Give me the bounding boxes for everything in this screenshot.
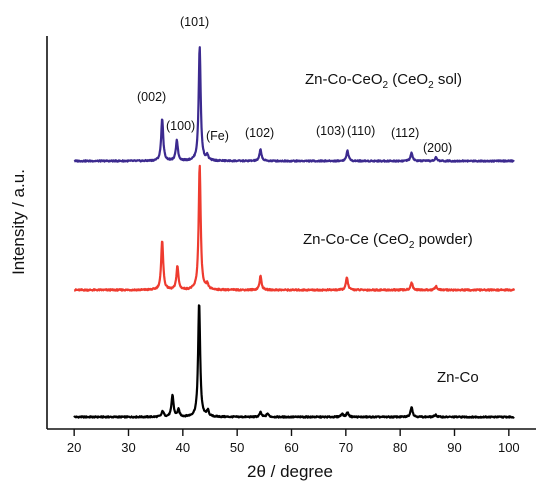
peak-label-103: (103) bbox=[316, 124, 345, 138]
x-tick-label: 80 bbox=[393, 440, 407, 455]
x-tick-label: 100 bbox=[498, 440, 520, 455]
peak-label-110: (110) bbox=[347, 124, 375, 138]
x-axis-label: 2θ / degree bbox=[247, 462, 333, 481]
traces bbox=[73, 46, 516, 419]
peak-label-002: (002) bbox=[137, 90, 166, 104]
series-line-1 bbox=[73, 164, 516, 292]
y-axis-label: Intensity / a.u. bbox=[9, 169, 28, 275]
series-label-zn-co-ceo2-sol: Zn-Co-CeO2 (CeO2 sol) bbox=[305, 71, 462, 91]
series-label-zn-co-ce-powder: Zn-Co-Ce (CeO2 powder) bbox=[303, 231, 473, 251]
peak-label-102: (102) bbox=[245, 126, 274, 140]
peak-label-100: (100) bbox=[166, 119, 195, 133]
peak-label-200: (200) bbox=[423, 141, 452, 155]
peak-label-101: (101) bbox=[180, 15, 209, 29]
x-tick-labels: 20 30 40 50 60 70 80 90 100 bbox=[67, 440, 520, 455]
x-tick-label: 70 bbox=[339, 440, 353, 455]
series-line-0 bbox=[73, 304, 515, 419]
series-line-2 bbox=[73, 46, 515, 163]
x-tick-label: 40 bbox=[176, 440, 190, 455]
x-tick-label: 90 bbox=[447, 440, 461, 455]
x-tick-label: 30 bbox=[121, 440, 135, 455]
x-ticks bbox=[73, 429, 510, 436]
peak-label-112: (112) bbox=[391, 126, 419, 140]
x-tick-label: 20 bbox=[67, 440, 81, 455]
x-tick-label: 50 bbox=[230, 440, 244, 455]
x-tick-label: 60 bbox=[284, 440, 298, 455]
series-label-zn-co: Zn-Co bbox=[437, 369, 479, 386]
peak-label-fe: (Fe) bbox=[206, 129, 229, 143]
